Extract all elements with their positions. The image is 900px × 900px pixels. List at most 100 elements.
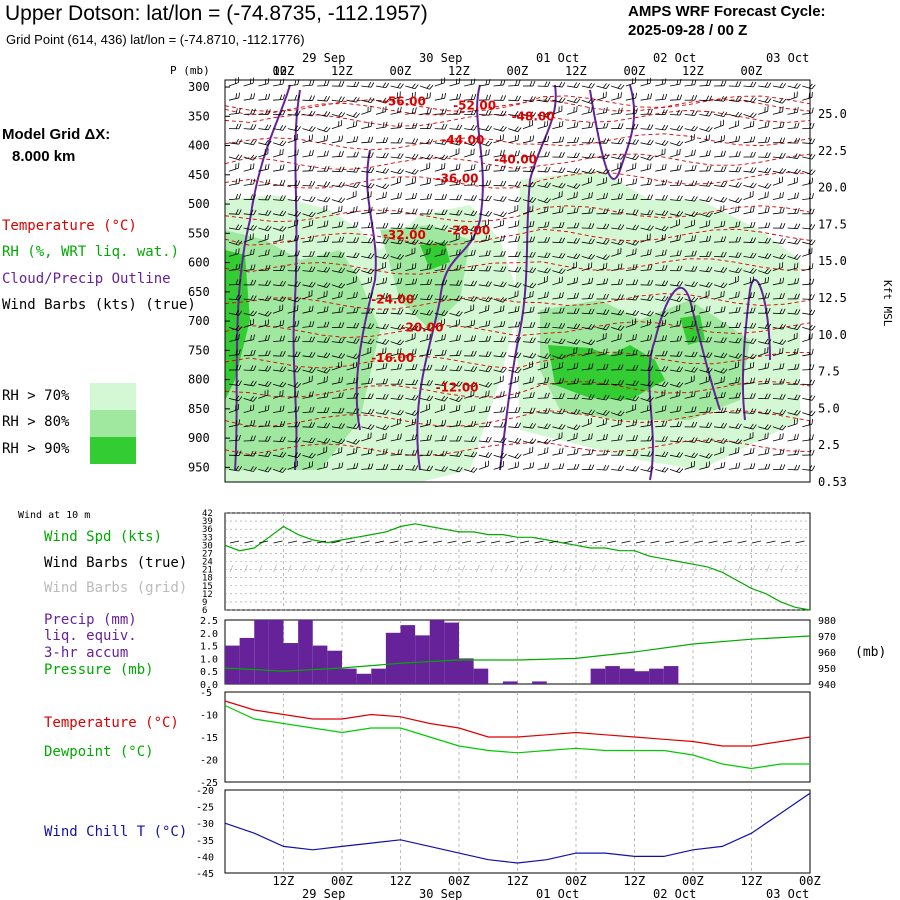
wind-barb [390, 324, 404, 330]
wind-barb [258, 365, 272, 372]
wind-barb [787, 208, 800, 215]
wind-barb [449, 404, 461, 413]
wind-barb [522, 282, 537, 289]
true-wind-barb [795, 540, 805, 544]
temperature-label: -28.00 [447, 223, 490, 237]
wind-barb [537, 291, 549, 300]
wind-barb [228, 209, 242, 215]
wind-barb [581, 323, 595, 330]
wind-barb [405, 418, 416, 428]
true-wind-barb [360, 540, 370, 544]
wind-barb [787, 363, 800, 371]
wind-barb [552, 268, 566, 274]
wind-barb [728, 447, 740, 456]
wind-barb [625, 154, 640, 161]
wind-barb [758, 191, 769, 200]
wind-barb [346, 377, 359, 385]
model-grid-label: Model Grid ΔX: [2, 126, 111, 143]
model-grid-value: 8.000 km [12, 148, 76, 165]
wind-barb [317, 220, 329, 229]
true-wind-barb [403, 540, 414, 544]
wind-barb [728, 353, 743, 359]
wind-barb [478, 250, 491, 257]
wind-barb [566, 106, 578, 115]
true-wind-barb [693, 540, 704, 544]
wind-barb [243, 124, 257, 130]
true-wind-barb [505, 540, 515, 544]
wind-barb [611, 395, 625, 401]
wind-barb [420, 177, 432, 186]
wind-barb [478, 304, 490, 314]
precip-bar [532, 681, 547, 684]
wind-barb [611, 348, 623, 357]
wind-barb [376, 222, 389, 229]
wind-barb [317, 111, 331, 117]
true-wind-barb [258, 540, 269, 544]
wind-barb [581, 277, 594, 286]
wind-barb [420, 419, 432, 428]
wind-barb [567, 253, 581, 260]
wind-barb [331, 337, 345, 344]
wind-barb [669, 421, 683, 428]
wind-barb [625, 318, 636, 328]
wind-barb [434, 178, 447, 186]
wind-barb [802, 465, 816, 471]
wind-barb [228, 349, 241, 357]
wind-barb [464, 466, 478, 473]
wind-barb [802, 434, 814, 442]
pressure-tick-label: 600 [188, 256, 210, 270]
wind-barb [567, 292, 579, 300]
rh90-region-core [548, 345, 665, 400]
precip-tick-label: 1.0 [200, 654, 218, 665]
wind-barb [596, 348, 608, 357]
wind-barb [434, 419, 447, 428]
wind-barb [434, 435, 447, 442]
wind-barb [669, 195, 683, 202]
precip-tick-label: 0.0 [200, 680, 218, 691]
wind-barb [611, 92, 622, 101]
grid-wind-barb [244, 564, 248, 573]
wind-barb [317, 134, 329, 144]
legend-pressure: Pressure (mb) [44, 662, 154, 678]
top-hour-label: 00Z [624, 64, 646, 78]
wind-barb [405, 410, 419, 416]
bottom-date-label: 29 Sep [302, 887, 345, 900]
wind-barb [273, 350, 286, 357]
wind-barb [552, 120, 564, 129]
wind-barb [787, 409, 801, 416]
wind-barb [449, 396, 463, 403]
wind-barb [420, 92, 431, 101]
temperature-contour [224, 205, 811, 223]
wind-barb [434, 224, 448, 231]
wind-barb [699, 461, 711, 470]
wind-barb [787, 278, 800, 286]
wind-barb [640, 108, 653, 115]
wind-barb [302, 251, 315, 257]
wind-barb [567, 308, 580, 314]
true-wind-barb [476, 540, 486, 544]
wind-barb [537, 423, 551, 430]
pressure-tick-label: 700 [188, 314, 210, 328]
height-axis-label: Kft MSL [881, 280, 894, 327]
wind-barb [420, 434, 432, 442]
wind-barb [449, 350, 462, 357]
wind-barb [743, 362, 755, 371]
wind-chill-tick-label: -20 [196, 786, 214, 797]
legend-dewpoint: Dewpoint (°C) [44, 744, 154, 760]
top-hour-label: 12Z [448, 64, 470, 78]
wind-barb [346, 423, 360, 430]
wind-barb [272, 390, 284, 399]
wind-barb [287, 452, 301, 459]
grid-wind-barb [476, 564, 480, 573]
precip-bar [590, 668, 606, 684]
wind-barb [331, 376, 343, 385]
wind-barb [375, 137, 389, 144]
wind-barb [464, 164, 476, 172]
wind-barb [699, 290, 710, 300]
wind-barb [508, 204, 519, 215]
wind-barb [699, 375, 710, 385]
wind-barb [655, 365, 669, 372]
true-wind-barb [432, 540, 443, 544]
wind-barb [640, 194, 653, 201]
wind-barb [684, 95, 698, 101]
